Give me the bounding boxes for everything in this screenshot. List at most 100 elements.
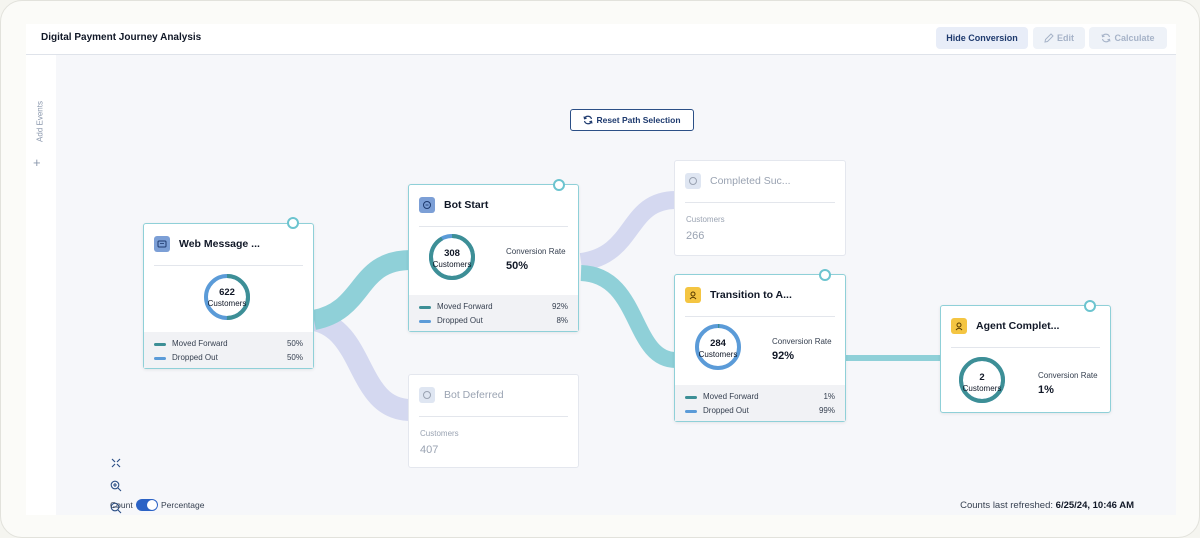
refresh-icon <box>583 115 593 125</box>
add-events-plus-icon[interactable]: + <box>33 155 41 170</box>
reset-path-selection-button[interactable]: Reset Path Selection <box>570 109 694 131</box>
flow-web-to-deferred <box>310 309 413 421</box>
node-handle[interactable] <box>553 179 565 191</box>
node-header: Agent Complet... <box>951 316 1100 336</box>
edit-label: Edit <box>1057 33 1074 43</box>
refresh-icon <box>1101 33 1111 43</box>
node-stats: Moved Forward 92% Dropped Out 8% <box>409 295 578 331</box>
node-name: Transition to A... <box>710 289 792 301</box>
customers-label: Customers <box>698 350 738 359</box>
flow-botstart-to-completed <box>579 191 677 271</box>
customer-count: 407 <box>420 444 439 456</box>
fit-view-icon[interactable] <box>110 457 122 472</box>
node-agent-complete[interactable]: Agent Complet... 2 Customers Conversion … <box>940 305 1111 413</box>
zoom-in-icon[interactable] <box>110 480 122 495</box>
divider <box>419 226 568 227</box>
legend-swatch <box>685 410 697 413</box>
dropped-out-value: 99% <box>818 406 835 415</box>
customer-ring <box>959 357 1005 403</box>
moved-forward-value: 1% <box>823 392 835 401</box>
customer-count: 266 <box>686 230 705 242</box>
zoom-out-icon[interactable] <box>110 502 122 515</box>
count-percentage-toggle[interactable]: Count Percentage <box>110 499 204 511</box>
moved-forward-label: Moved Forward <box>437 302 493 311</box>
dropped-out-row: Dropped Out 99% <box>685 406 835 418</box>
node-web-message[interactable]: Web Message ... 622 Customers Moved Forw… <box>143 223 314 369</box>
moved-forward-value: 92% <box>551 302 568 311</box>
chat-icon <box>154 236 170 252</box>
legend-swatch <box>154 357 166 360</box>
node-handle[interactable] <box>819 269 831 281</box>
conversion-rate-label: Conversion Rate <box>506 247 566 256</box>
count-label: Count <box>110 500 133 510</box>
percentage-label: Percentage <box>161 500 205 510</box>
customer-count: 622 <box>219 287 235 298</box>
node-header: Bot Deferred <box>419 385 568 405</box>
node-handle[interactable] <box>1084 300 1096 312</box>
conversion-rate-label: Conversion Rate <box>772 337 832 346</box>
refreshed-label: Counts last refreshed: <box>960 500 1054 511</box>
node-bot-deferred[interactable]: Bot Deferred Customers 407 <box>408 374 579 468</box>
moved-forward-label: Moved Forward <box>172 339 228 348</box>
last-refreshed: Counts last refreshed: 6/25/24, 10:46 AM <box>960 500 1134 511</box>
node-bot-start[interactable]: Bot Start 308 Customers Conversion Rate … <box>408 184 579 332</box>
divider <box>154 265 303 266</box>
flow-web-to-botstart <box>311 250 412 330</box>
moved-forward-value: 50% <box>286 339 303 348</box>
flow-connections <box>310 191 942 421</box>
customers-label: Customers <box>686 215 725 224</box>
dropped-out-row: Dropped Out 8% <box>419 316 568 328</box>
moved-forward-row: Moved Forward 50% <box>154 339 303 351</box>
edit-button[interactable]: Edit <box>1033 27 1085 49</box>
toggle-knob <box>147 500 157 510</box>
app-window: Digital Payment Journey Analysis Hide Co… <box>26 24 1176 515</box>
dropped-out-label: Dropped Out <box>172 353 218 362</box>
events-sidebar: Add Events + <box>26 55 57 515</box>
customers-label: Customers <box>962 384 1002 393</box>
page-title: Digital Payment Journey Analysis <box>41 32 202 43</box>
chat-icon <box>685 173 701 189</box>
node-handle[interactable] <box>287 217 299 229</box>
legend-swatch <box>419 306 431 309</box>
node-name: Web Message ... <box>179 238 260 250</box>
customers-label: Customers <box>432 260 472 269</box>
conversion-rate-label: Conversion Rate <box>1038 371 1098 380</box>
conversion-rate-value: 50% <box>506 260 529 272</box>
node-stats: Moved Forward 50% Dropped Out 50% <box>144 332 313 368</box>
chat-icon <box>419 387 435 403</box>
flow-botstart-to-transition <box>580 265 677 368</box>
node-completed[interactable]: Completed Suc... Customers 266 <box>674 160 846 256</box>
customer-ring <box>695 324 741 370</box>
hide-conversion-button[interactable]: Hide Conversion <box>936 27 1028 49</box>
customer-count: 308 <box>444 248 460 259</box>
node-name: Bot Start <box>444 199 489 211</box>
legend-swatch <box>685 396 697 399</box>
reset-label: Reset Path Selection <box>596 115 681 125</box>
node-name: Bot Deferred <box>444 389 504 401</box>
node-name: Completed Suc... <box>710 175 791 187</box>
agent-icon <box>685 287 701 303</box>
node-stats: Moved Forward 1% Dropped Out 99% <box>675 385 845 421</box>
node-name: Agent Complet... <box>976 320 1060 332</box>
moved-forward-arc <box>429 234 475 280</box>
customer-count: 284 <box>710 338 726 349</box>
divider <box>685 316 835 317</box>
refreshed-value: 6/25/24, 10:46 AM <box>1055 500 1134 511</box>
calculate-button[interactable]: Calculate <box>1089 27 1167 49</box>
divider <box>419 416 568 417</box>
legend-swatch <box>154 343 166 346</box>
journey-canvas[interactable]: Reset Path Selection Web Message ... 622… <box>56 55 1176 515</box>
customer-count: 2 <box>979 372 985 383</box>
node-header: Web Message ... <box>154 234 303 254</box>
pencil-icon <box>1044 33 1054 43</box>
dropped-out-value: 50% <box>286 353 303 362</box>
toggle-switch[interactable] <box>136 499 158 511</box>
customers-label: Customers <box>207 299 247 308</box>
moved-forward-arc <box>959 357 1005 403</box>
dropped-out-value: 8% <box>556 316 568 325</box>
add-events-label[interactable]: Add Events <box>35 101 45 142</box>
chat-icon <box>419 197 435 213</box>
conversion-rate-value: 92% <box>772 350 795 362</box>
node-transition[interactable]: Transition to A... 284 Customers Convers… <box>674 274 846 422</box>
